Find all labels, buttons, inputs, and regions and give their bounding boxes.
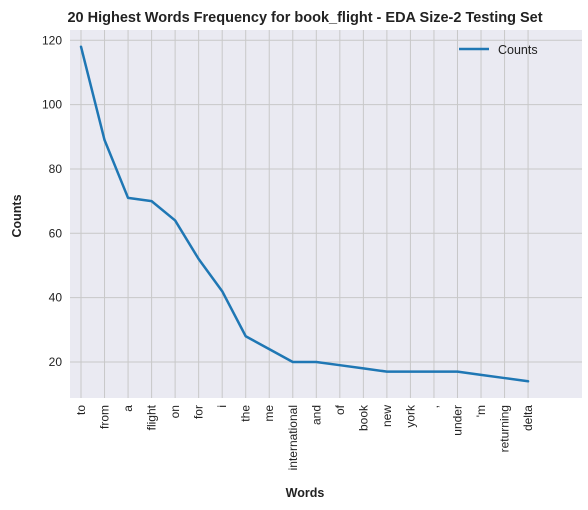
legend-label-counts: Counts [498,43,538,57]
x-tick-label: new [380,405,394,427]
series-line-counts [79,45,530,383]
x-tick-label: me [262,405,276,422]
y-tick-label: 80 [49,162,63,176]
legend: Counts [459,43,538,57]
y-tick-label: 120 [42,33,62,47]
x-tick-label: from [98,405,112,429]
x-axis-label: Words [286,486,325,500]
x-tick-label: of [333,404,347,415]
y-tick-label: 20 [49,355,63,369]
y-axis-label: Counts [10,194,24,237]
y-axis-ticks: 20 40 60 80 100 120 [42,33,62,369]
x-tick-label: for [192,405,206,419]
chart-title: 20 Highest Words Frequency for book_flig… [67,10,542,26]
x-tick-label: flight [145,404,159,430]
x-tick-label: , [427,405,441,408]
y-tick-label: 60 [49,226,63,240]
y-tick-label: 100 [42,98,62,112]
x-tick-label: york [403,404,417,428]
x-tick-label: under [450,405,464,436]
x-tick-label: the [239,405,253,422]
x-tick-label: i [215,405,229,408]
x-tick-label: a [121,405,135,412]
x-tick-label: returning [498,405,512,452]
y-tick-label: 40 [49,291,63,305]
x-tick-label: and [309,405,323,425]
series-layer [79,45,530,383]
x-axis-ticks: to from a flight on for i the me international and… [74,404,535,470]
x-tick-label: to [74,405,88,415]
x-tick-label: delta [521,405,535,431]
x-tick-label: 'm [474,405,488,417]
x-tick-label: book [356,404,370,431]
x-tick-label: international [286,405,300,470]
x-tick-label: on [168,405,182,418]
plot-background [70,30,582,398]
